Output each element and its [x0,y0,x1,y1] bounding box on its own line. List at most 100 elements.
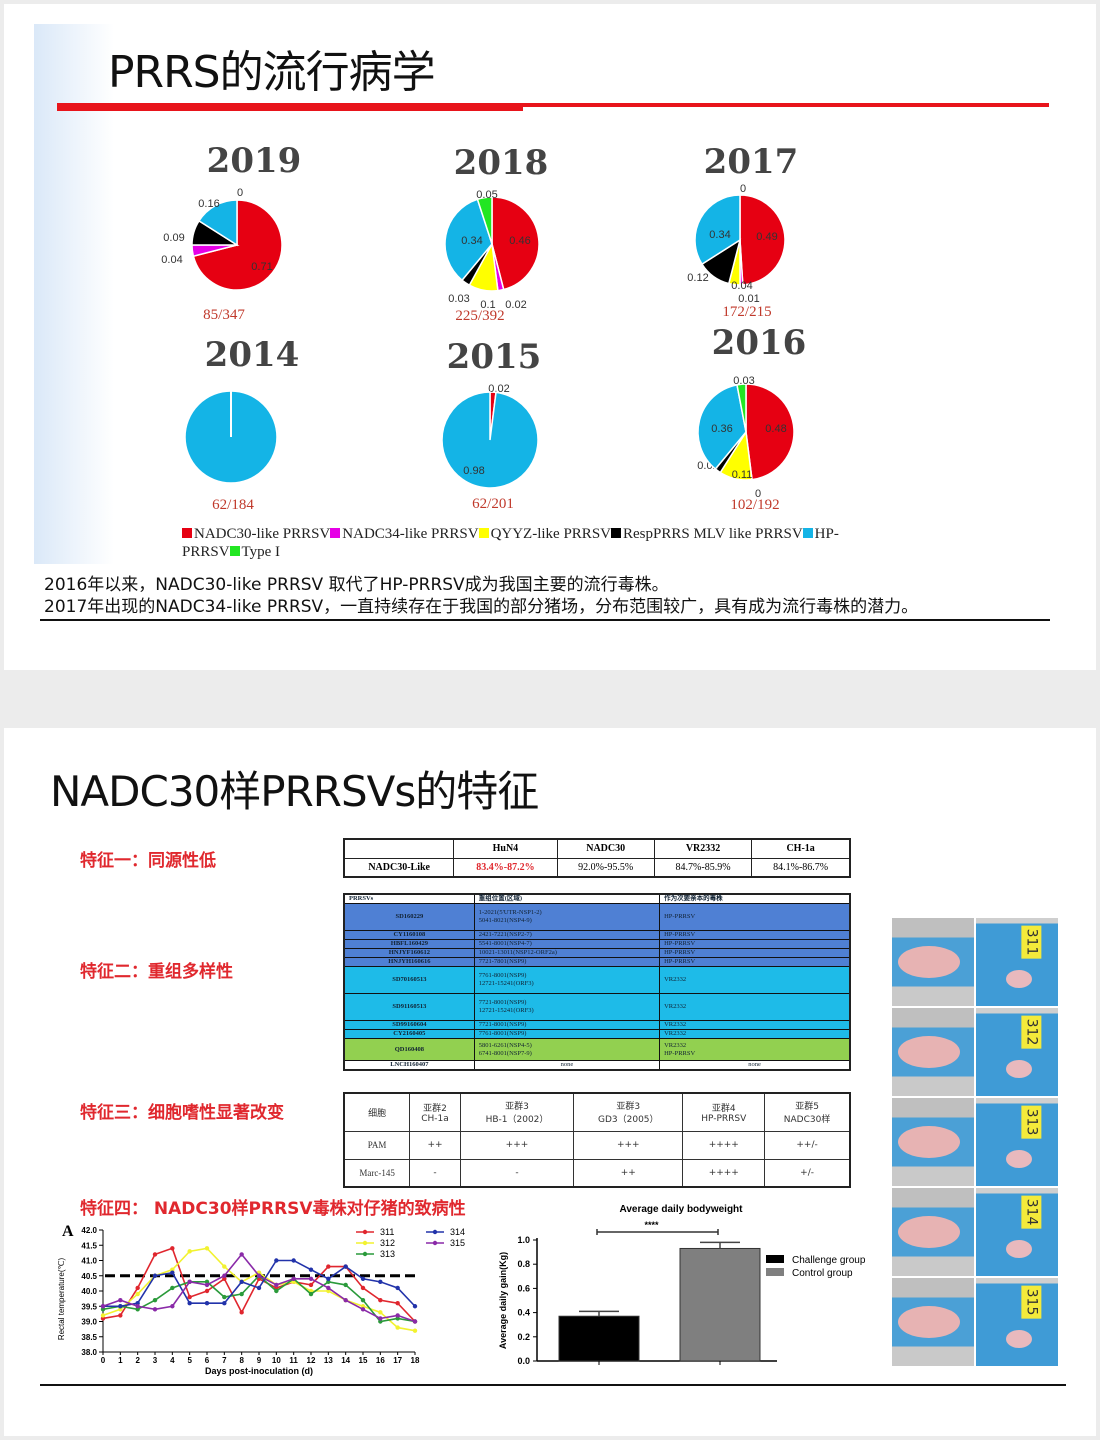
y-tick-label: 41.5 [81,1241,97,1250]
legend-marker [432,1240,438,1246]
data-point [308,1282,314,1288]
cell: 92.0%-95.5% [556,857,655,878]
header-cell: 亚群2 CH-1a [409,1092,461,1132]
cell: ++/- [764,1130,851,1160]
strain-cell: HNJYH160616 [343,957,475,967]
legend-label: 314 [450,1227,465,1237]
legend-marker [432,1229,438,1235]
region-line: 7761-8001(NSP9) [478,1030,527,1037]
slice-label: 0.02 [488,383,509,395]
parent-line: HP-PRRSV [664,940,696,947]
data-point [204,1288,210,1294]
x-tick-label: 15 [359,1356,368,1365]
bar-challenge-group [558,1315,640,1362]
x-tick-label: 12 [307,1356,316,1365]
slice-label: 0.09 [163,232,184,244]
parent-cell: none [659,1060,851,1071]
x-tick-label: 2 [135,1356,140,1365]
data-point [274,1288,279,1294]
pie-2015: 2015 0.02 0.98 62/201 [441,337,541,512]
pie-legend: NADC30-like PRRSV NADC34-like PRRSV QYYZ-l… [182,525,862,561]
cell: ++ [573,1158,684,1188]
slide-characteristics: NADC30样PRRSVs的特征 特征一：同源性低 特征二：重组多样性 特征三：… [4,728,1096,1436]
table-row: HNJYF160612 10021-13011(NSP12-ORF2a) HP-PR… [343,948,851,958]
data-point [239,1291,244,1297]
x-axis-label: Days post-inoculation (d) [205,1366,313,1376]
region-cell: 10021-13011(NSP12-ORF2a) [473,948,661,958]
sample-count: 85/347 [203,307,245,323]
y-tick-label: 0.4 [517,1308,530,1318]
data-point [170,1270,175,1275]
parent-line: HP-PRRSV [664,913,696,920]
data-point [222,1264,227,1269]
data-point [135,1301,140,1306]
table-row: SD70160513 7761-8001(NSP9) 12721-15241(ORF… [343,966,851,994]
bar-control-group [679,1247,761,1362]
header-line: 亚群4 [711,1103,736,1114]
data-point [100,1313,106,1318]
parent-line: VR2332 [664,1030,687,1037]
data-point [187,1249,192,1254]
year-label: 2018 [454,143,549,183]
panel-label: A [62,1223,74,1240]
sample-count: 62/184 [212,497,254,513]
x-tick-label: 16 [376,1356,385,1365]
data-point [378,1297,383,1303]
thymus-tissue [1006,1150,1032,1168]
region-line: 7761-8001(NSP9) [478,972,527,979]
parent-cell: VR2332 [659,966,851,994]
pie-slice [745,383,795,481]
legend-label: 311 [380,1227,394,1237]
legend-marker [362,1240,368,1246]
y-tick-label: 1.0 [517,1235,530,1245]
strain-cell: SD91160513 [343,993,475,1021]
x-tick-label: 3 [153,1356,158,1365]
table-header-row: HuN4 NADC30 VR2332 CH-1a [343,838,851,859]
region-line: 6741-8001(NSP7-9) [478,1049,532,1057]
pie-slice [694,194,741,266]
header-line: GD3（2005） [597,1115,659,1126]
table-header-row: 细胞 亚群2 CH-1a 亚群3 HB-1（2002） 亚群3 GD3（2005） 亚群4 HP… [343,1092,851,1132]
data-point [343,1282,348,1288]
table-header-row: PRRSVs 重组位置(区域) 作为次要亲本的毒株 [343,893,851,904]
lung-photo [892,1008,974,1096]
legend-label: QYYZ-like PRRSV [490,526,611,542]
data-point [360,1285,366,1291]
pie-slice [491,196,540,291]
data-point [360,1307,366,1312]
parent-cell: HP-PRRSV [659,939,851,949]
data-point [152,1297,158,1303]
lung-photo [892,1098,974,1186]
data-point [152,1307,158,1312]
strain-cell: LNCH160407 [343,1060,475,1071]
data-point [360,1304,366,1309]
note-line-1: 2016年以来，NADC30-like PRRSV 取代了HP-PRRSV成为我… [44,575,669,595]
region-cell: 7721-7801(NSP9) [473,957,661,967]
region-line: 7721-8001(NSP9) [478,999,527,1006]
data-point [222,1276,227,1281]
series-315: 315 [100,1238,465,1324]
pie-slice [739,194,786,286]
thymus-tissue [1006,1240,1032,1258]
data-point [274,1282,279,1288]
legend-swatch [229,546,240,556]
x-tick-label: 0 [101,1356,106,1365]
slice-label: 0.04 [161,254,182,266]
feature-3-heading: 特征三：细胞嗜性显著改变 [80,1103,284,1123]
region-cell: 7761-8001(NSP9) 12721-15241(ORF3) [473,966,661,994]
data-point [170,1246,175,1251]
header-line: NADC30样 [783,1115,831,1126]
data-point [239,1310,244,1315]
cell: +/- [764,1158,851,1188]
header-cell: 重组位置(区域) [473,893,661,904]
x-tick-label: 18 [411,1356,420,1365]
y-tick-label: 38.5 [81,1333,97,1342]
data-point [378,1279,383,1285]
title-underline [57,103,1049,107]
data-point [222,1294,227,1300]
data-point [412,1319,418,1324]
region-line: 5541-8001(NSP4-7) [478,940,532,947]
lung-photo [892,1188,974,1276]
data-point [326,1276,331,1281]
data-point [135,1307,140,1312]
